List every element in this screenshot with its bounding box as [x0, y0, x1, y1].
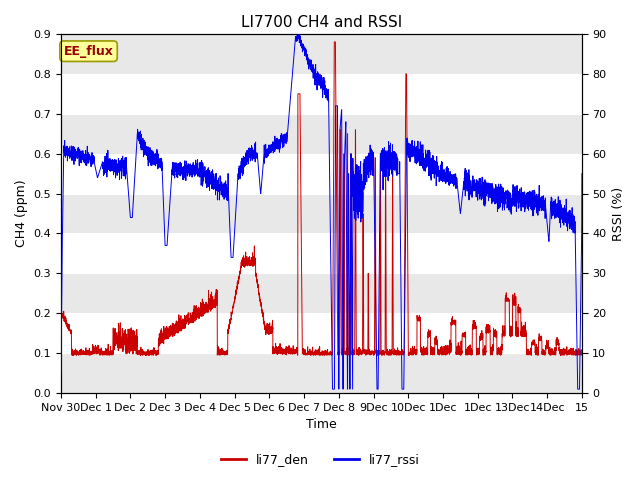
Bar — [61, 34, 582, 74]
li77_den — [151, 348, 159, 353]
Bar — [61, 353, 582, 393]
li77_den — [578, 347, 586, 352]
li77_rssi — [294, 31, 302, 37]
li77_rssi — [151, 159, 159, 165]
li77_den — [410, 351, 417, 357]
li77_den — [143, 352, 150, 358]
Text: EE_flux: EE_flux — [63, 45, 113, 58]
li77_den — [468, 352, 476, 358]
Bar — [61, 114, 582, 154]
li77_rssi — [577, 249, 585, 254]
li77_rssi — [302, 51, 310, 57]
Legend: li77_den, li77_rssi: li77_den, li77_rssi — [216, 448, 424, 471]
Bar — [61, 193, 582, 233]
Title: LI7700 CH4 and RSSI: LI7700 CH4 and RSSI — [241, 15, 402, 30]
Line: li77_den: li77_den — [61, 42, 582, 355]
X-axis label: Time: Time — [306, 419, 337, 432]
li77_den — [577, 352, 585, 358]
li77_den — [302, 350, 310, 356]
li77_rssi — [438, 169, 446, 175]
li77_rssi — [578, 171, 586, 177]
li77_rssi — [57, 370, 65, 376]
li77_rssi — [468, 189, 476, 195]
li77_rssi — [410, 153, 417, 158]
li77_rssi — [329, 386, 337, 392]
Y-axis label: CH4 (ppm): CH4 (ppm) — [15, 180, 28, 247]
Y-axis label: RSSI (%): RSSI (%) — [612, 186, 625, 240]
li77_den — [438, 350, 446, 356]
Bar — [61, 274, 582, 313]
li77_den — [330, 39, 338, 45]
li77_den — [57, 312, 65, 318]
Line: li77_rssi: li77_rssi — [61, 34, 582, 389]
